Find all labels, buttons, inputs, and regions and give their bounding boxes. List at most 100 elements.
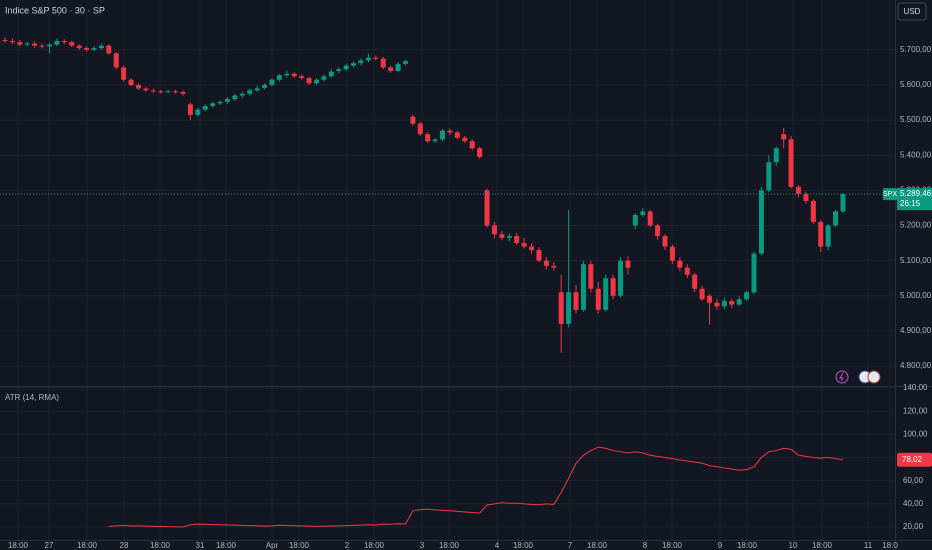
candle-body bbox=[707, 295, 713, 303]
candle-body bbox=[692, 274, 698, 289]
candle-body bbox=[462, 137, 468, 142]
candle-body bbox=[91, 48, 97, 50]
candle-body bbox=[491, 225, 497, 235]
candle-body bbox=[618, 260, 624, 296]
x-tick-label: 18:00 bbox=[587, 541, 608, 550]
candle-body bbox=[796, 186, 802, 194]
candle-body bbox=[76, 45, 82, 49]
y-tick-label: 5.700,00 bbox=[900, 45, 932, 54]
candle-body bbox=[84, 48, 90, 50]
x-tick-label: 8 bbox=[643, 541, 648, 550]
candle-body bbox=[358, 60, 364, 64]
candle-body bbox=[24, 43, 30, 45]
candle-body bbox=[499, 234, 505, 238]
candle-body bbox=[313, 79, 319, 84]
candle-body bbox=[536, 250, 542, 261]
candle-body bbox=[440, 130, 446, 140]
candle-body bbox=[380, 58, 386, 68]
candle-body bbox=[343, 65, 349, 70]
candle-body bbox=[573, 292, 579, 310]
candle-body bbox=[61, 41, 67, 43]
y-tick-label: 4.900,00 bbox=[900, 326, 932, 335]
x-tick-label: 18:00 bbox=[439, 541, 460, 550]
event-icon[interactable] bbox=[835, 370, 849, 384]
candle-body bbox=[262, 85, 268, 88]
candle-body bbox=[432, 139, 438, 142]
candle-body bbox=[825, 225, 831, 247]
candle-body bbox=[402, 61, 408, 64]
price-pane bbox=[0, 37, 895, 353]
candle-body bbox=[484, 190, 490, 226]
candle-body bbox=[128, 79, 134, 86]
candle-body bbox=[254, 88, 260, 91]
candle-body bbox=[595, 288, 601, 310]
candle-body bbox=[610, 278, 616, 296]
candle-body bbox=[810, 200, 816, 223]
candle-body bbox=[299, 76, 305, 78]
x-tick-label: Apr bbox=[266, 541, 279, 550]
currency-button[interactable] bbox=[897, 2, 927, 21]
y-tick-label: 100,00 bbox=[903, 429, 928, 438]
y-tick-label: 5.500,00 bbox=[900, 115, 932, 124]
candle-body bbox=[210, 103, 216, 107]
x-tick-label: 7 bbox=[568, 541, 573, 550]
candle-body bbox=[744, 292, 750, 300]
x-tick-label: 18:00 bbox=[77, 541, 98, 550]
candle-body bbox=[773, 148, 779, 163]
grid-layer bbox=[0, 0, 895, 540]
candle-body bbox=[291, 73, 297, 77]
candle-body bbox=[566, 292, 572, 324]
candle-body bbox=[721, 301, 727, 307]
y-tick-label: 4.800,00 bbox=[900, 361, 932, 370]
candle-body bbox=[803, 193, 809, 201]
candle-body bbox=[284, 73, 290, 76]
candle-body bbox=[351, 63, 357, 66]
candle-body bbox=[514, 236, 520, 244]
candle-body bbox=[647, 211, 653, 226]
candle-body bbox=[677, 260, 683, 268]
candle-body bbox=[9, 41, 15, 43]
candle-body bbox=[736, 299, 742, 305]
y-tick-label: 40,00 bbox=[903, 499, 924, 508]
candle-body bbox=[558, 292, 564, 324]
candle-body bbox=[506, 236, 512, 238]
candle-body bbox=[321, 76, 327, 80]
axis-layer: 18:00 27 18:00 28 18:00 31 18:00 Apr 18:00 2 18:00… bbox=[8, 45, 932, 550]
x-tick-label: 18:00 bbox=[289, 541, 310, 550]
y-tick-label: 5.100,00 bbox=[900, 256, 932, 265]
candle-body bbox=[69, 42, 75, 46]
candle-body bbox=[269, 79, 275, 86]
candle-body bbox=[833, 211, 839, 226]
candle-body bbox=[113, 53, 119, 68]
x-tick-label: 18:00 bbox=[662, 541, 683, 550]
candle-body bbox=[669, 246, 675, 261]
candle-body bbox=[373, 57, 379, 59]
candle-body bbox=[447, 130, 453, 133]
currency-label[interactable]: USD bbox=[904, 7, 921, 16]
candle-body bbox=[840, 194, 846, 212]
candle-body bbox=[781, 134, 787, 140]
candle-body bbox=[365, 57, 371, 61]
candle-body bbox=[655, 225, 661, 237]
candle-body bbox=[529, 246, 535, 251]
x-tick-label: 9 bbox=[718, 541, 723, 550]
candle-body bbox=[662, 236, 668, 247]
candle-body bbox=[454, 132, 460, 138]
candle-body bbox=[625, 260, 631, 268]
candle-body bbox=[521, 243, 527, 247]
x-tick-label: 18:00 bbox=[216, 541, 237, 550]
candle-body bbox=[336, 69, 342, 71]
candle-body bbox=[395, 63, 401, 71]
candle-body bbox=[135, 85, 141, 89]
x-tick-label: 3 bbox=[420, 541, 425, 550]
candle-body bbox=[17, 42, 23, 45]
atr-pane bbox=[108, 446, 844, 528]
flag-icon[interactable] bbox=[867, 370, 881, 384]
x-tick-label: 18:00 bbox=[8, 541, 29, 550]
y-tick-label: 5.000,00 bbox=[900, 291, 932, 300]
y-tick-label: 60,00 bbox=[903, 476, 924, 485]
candle-body bbox=[232, 95, 238, 100]
x-tick-label: 4 bbox=[495, 541, 500, 550]
